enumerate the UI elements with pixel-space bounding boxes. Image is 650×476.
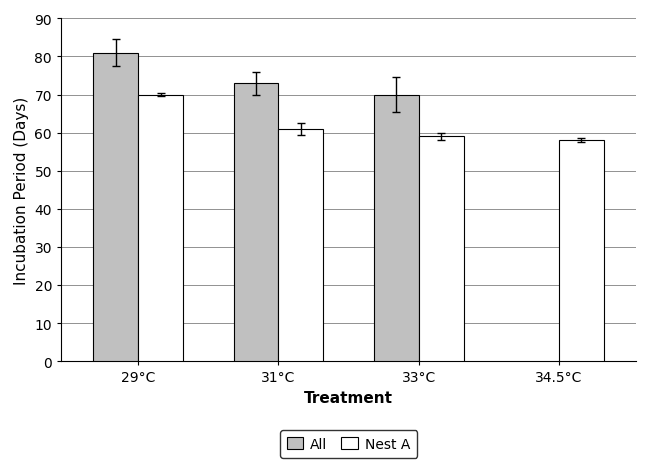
X-axis label: Treatment: Treatment (304, 390, 393, 405)
Bar (138, 95, 183, 361)
Bar (278, 129, 323, 361)
Bar (94, 54, 138, 361)
Bar (233, 84, 278, 361)
Bar (559, 141, 604, 361)
Bar (419, 137, 463, 361)
Legend: All, Nest A: All, Nest A (280, 430, 417, 458)
Bar (374, 95, 419, 361)
Y-axis label: Incubation Period (Days): Incubation Period (Days) (14, 97, 29, 284)
